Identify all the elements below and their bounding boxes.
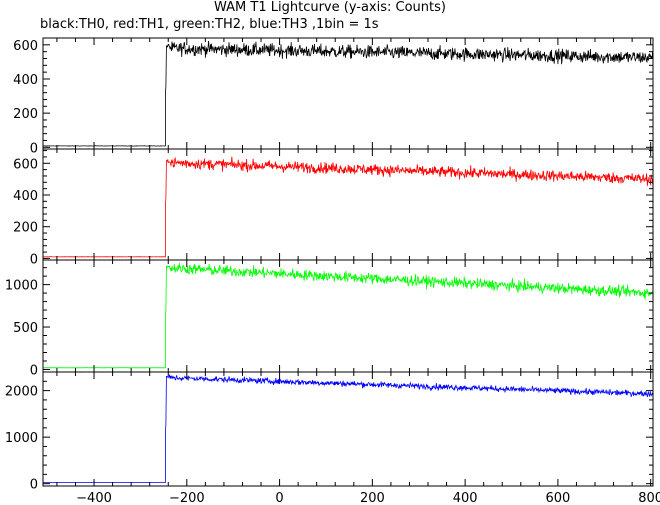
series-line-th3 xyxy=(43,374,654,483)
y-tick-label: 200 xyxy=(13,221,38,236)
x-tick-label: 800 xyxy=(638,491,660,505)
series-line-th1 xyxy=(43,156,654,258)
x-tick-label: 0 xyxy=(275,491,283,505)
x-tick-label: 200 xyxy=(360,491,385,505)
y-tick-label: 400 xyxy=(13,73,38,88)
x-tick-label: 600 xyxy=(545,491,570,505)
y-tick-label: 600 xyxy=(13,157,38,172)
y-tick-label: 400 xyxy=(13,189,38,204)
x-tick-label: 400 xyxy=(453,491,478,505)
y-tick-label: 1000 xyxy=(5,279,38,294)
series-line-th0 xyxy=(43,40,654,147)
y-tick-label: 0 xyxy=(30,252,38,267)
y-tick-label: 200 xyxy=(13,107,38,122)
chart-subtitle: black:TH0, red:TH1, green:TH2, blue:TH3 … xyxy=(40,17,379,32)
y-tick-label: 0 xyxy=(30,478,38,493)
y-tick-label: 0 xyxy=(30,141,38,156)
y-tick-label: 2000 xyxy=(5,385,38,400)
chart-title: WAM T1 Lightcurve (y-axis: Counts) xyxy=(214,0,446,15)
y-tick-label: 0 xyxy=(30,363,38,378)
x-tick-label: −400 xyxy=(76,491,112,505)
y-tick-label: 1000 xyxy=(5,431,38,446)
y-tick-label: 500 xyxy=(13,321,38,336)
series-line-th2 xyxy=(42,262,654,369)
y-tick-label: 600 xyxy=(13,39,38,54)
panel-frame-th3 xyxy=(42,371,654,487)
x-tick-label: −200 xyxy=(169,491,205,505)
